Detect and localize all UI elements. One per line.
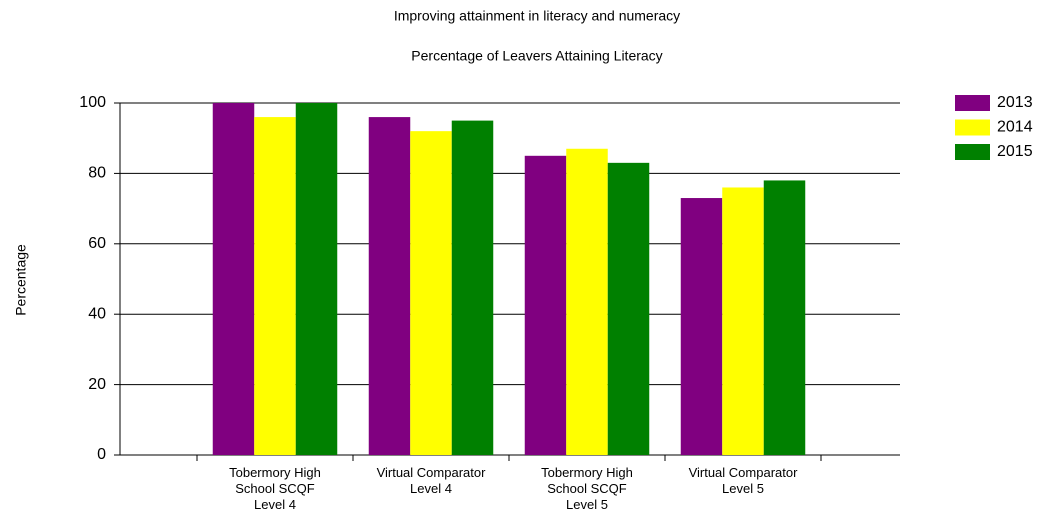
y-tick-label: 0: [97, 446, 106, 463]
bar: [410, 131, 452, 455]
legend-swatch: [955, 119, 990, 136]
x-tick-label: Virtual Comparator Level 5: [688, 465, 798, 496]
legend-swatch: [955, 95, 990, 111]
legend-swatch: [955, 144, 990, 160]
bar: [680, 198, 723, 456]
bar: [566, 148, 608, 455]
chart-subtitle: Percentage of Leavers Attaining Literacy: [411, 48, 662, 64]
y-tick-label: 40: [88, 305, 106, 322]
legend-label: 2013: [997, 94, 1033, 111]
bar: [524, 155, 567, 456]
bar: [451, 120, 494, 455]
bar: [212, 103, 255, 455]
x-tick-label: Tobermory High School SCQF Level 4: [229, 465, 321, 512]
bar: [607, 162, 650, 455]
y-axis-label: Percentage: [13, 244, 29, 316]
bar: [254, 117, 296, 455]
y-tick-label: 60: [88, 235, 106, 252]
bar: [368, 117, 411, 455]
legend-label: 2014: [997, 119, 1033, 136]
x-tick-label: Virtual Comparator Level 4: [376, 465, 486, 496]
chart-title: Improving attainment in literacy and num…: [394, 8, 680, 24]
bar: [763, 180, 806, 455]
y-tick-label: 80: [88, 165, 106, 182]
y-tick-label: 20: [88, 376, 106, 393]
x-tick-label: Tobermory High School SCQF Level 5: [541, 465, 633, 512]
y-tick-label: 100: [79, 94, 106, 111]
bar: [295, 103, 338, 455]
legend-label: 2015: [997, 143, 1033, 160]
bar: [722, 187, 764, 456]
